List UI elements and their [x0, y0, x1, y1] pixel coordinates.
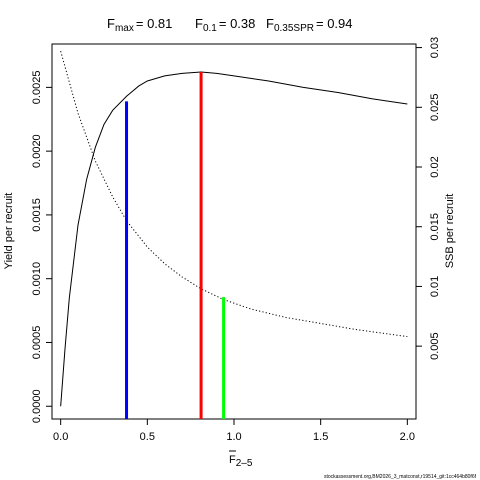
y-right-tick-label: 0.005: [429, 332, 441, 360]
reference-lines: [125, 72, 226, 419]
x-tick-label: 1.5: [313, 431, 328, 443]
x-tick-label: 0.5: [140, 431, 155, 443]
y-axis-left: 0.0000 0.0005 0.0010 0.0015 0.0020 0.0025: [31, 71, 52, 423]
x-tick-label: 2.0: [400, 431, 415, 443]
y-left-tick-label: 0.0005: [31, 326, 43, 360]
x-axis-title: F2–5: [229, 454, 253, 469]
title-fmax: Fmax = 0.81: [107, 16, 172, 34]
y-left-tick-label: 0.0000: [31, 389, 43, 423]
title-fspr: F0.35SPR = 0.94: [266, 16, 353, 34]
y-left-tick-label: 0.0025: [31, 71, 43, 105]
chart-title: Fmax = 0.81 F0.1 = 0.38 F0.35SPR = 0.94: [107, 16, 353, 34]
x-axis: 0.0 0.5 1.0 1.5 2.0: [53, 419, 415, 443]
x-tick-label: 1.0: [226, 431, 241, 443]
y-left-tick-label: 0.0020: [31, 134, 43, 168]
footer-source: stockassessment.org,BM2026_3_matconst,r1…: [324, 474, 477, 480]
y-right-tick-label: 0.02: [429, 156, 441, 177]
yield-per-recruit-curve: [60, 71, 408, 407]
y-axis-left-title: Yield per recruit: [3, 193, 15, 270]
title-f01: F0.1 = 0.38: [195, 16, 255, 34]
y-right-tick-label: 0.01: [429, 276, 441, 297]
y-left-tick-label: 0.0015: [31, 198, 43, 232]
plot-frame: [51, 43, 417, 420]
y-left-tick-label: 0.0010: [31, 262, 43, 296]
ssb-per-recruit-curve: [60, 51, 408, 338]
y-right-tick-label: 0.03: [429, 37, 441, 58]
y-right-tick-label: 0.025: [429, 94, 441, 122]
series-layer: [60, 51, 408, 407]
y-axis-right: 0.005 0.01 0.015 0.02 0.025 0.03: [416, 37, 441, 360]
y-right-tick-label: 0.015: [429, 213, 441, 241]
x-tick-label: 0.0: [53, 431, 68, 443]
y-axis-right-title: SSB per recruit: [444, 194, 456, 269]
